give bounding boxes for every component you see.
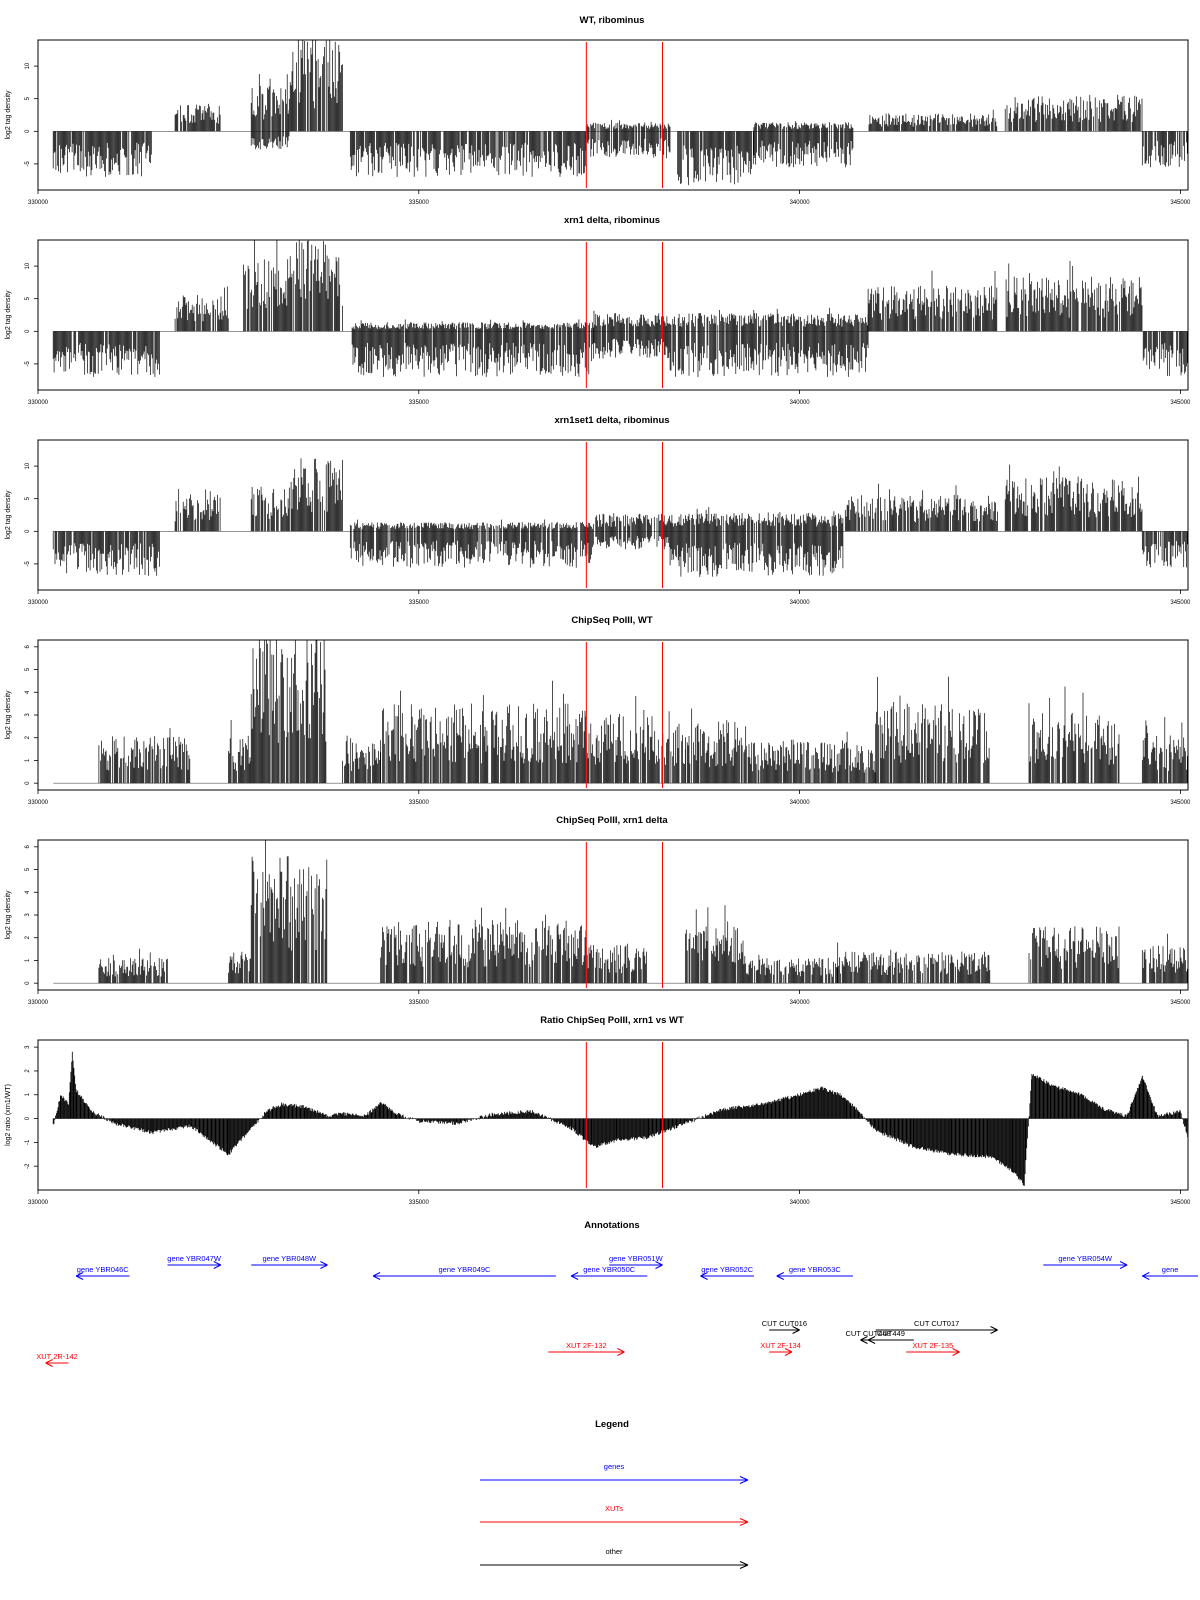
y-tick-label: 10 [25,462,31,469]
y-tick-label: 0 [25,529,31,533]
y-tick-label: 10 [25,62,31,69]
y-axis-label: log2 tag density [5,90,12,140]
chart-panel-1: WT, ribominus -5 0 5 10 log2 tag density 33000… [5,15,1191,206]
y-tick-label: 1 [25,758,31,762]
y-tick-label: 4 [25,690,31,694]
x-tick-label: 335000 [409,600,430,606]
x-tick-label: 345000 [1170,800,1191,806]
chart-panel-2: xrn1 delta, ribominus -5 0 5 10 log2 tag dens… [5,215,1191,406]
signal-bars [52,40,1188,186]
y-tick-label: -5 [25,561,31,567]
signal-bars [52,240,1188,377]
x-tick-label: 330000 [28,200,49,206]
panel-title: xrn1 delta, ribominus [564,215,660,226]
y-axis-label: log2 tag density [5,490,12,540]
panel-title: xrn1set1 delta, ribominus [554,415,669,426]
x-tick-label: 335000 [409,400,430,406]
plot-frame [37,439,1189,591]
panel-title: ChipSeq PolII, WT [571,615,652,626]
y-tick-label: 0 [25,781,31,785]
chart-panel-3: xrn1set1 delta, ribominus -5 0 5 10 log2 tag … [5,415,1191,606]
y-tick-label: 0 [25,129,31,133]
y-tick-label: -5 [25,161,31,167]
y-tick-label: 5 [25,667,31,671]
plot-frame [37,39,1189,191]
x-tick-label: 345000 [1170,600,1191,606]
y-tick-label: 5 [25,96,31,100]
x-tick-label: 330000 [28,800,49,806]
x-tick-label: 330000 [28,400,49,406]
x-tick-label: 335000 [409,800,430,806]
y-tick-label: 5 [25,296,31,300]
x-tick-label: 340000 [790,400,811,406]
x-tick-label: 345000 [1170,200,1191,206]
signal-bars [52,458,1188,577]
x-tick-label: 330000 [28,600,49,606]
y-tick-label: 5 [25,496,31,500]
x-tick-label: 345000 [1170,400,1191,406]
signal-bars [53,640,1188,784]
y-tick-label: -5 [25,361,31,367]
y-axis-label: log2 tag density [5,290,12,340]
y-axis-label: log2 tag density [5,690,12,740]
panel-title: WT, ribominus [580,15,645,26]
x-tick-label: 335000 [409,200,430,206]
chart-panel-4: ChipSeq PolII, WT 0 1 2 3 4 5 6 log2 tag density… [5,615,1191,806]
y-tick-label: 3 [25,713,31,717]
y-tick-label: 2 [25,735,31,739]
x-tick-label: 340000 [790,200,811,206]
x-tick-label: 340000 [790,600,811,606]
x-tick-label: 340000 [790,800,811,806]
y-tick-label: 6 [25,644,31,648]
y-tick-label: 0 [25,329,31,333]
plot-frame [37,239,1189,391]
y-tick-label: 10 [25,262,31,269]
